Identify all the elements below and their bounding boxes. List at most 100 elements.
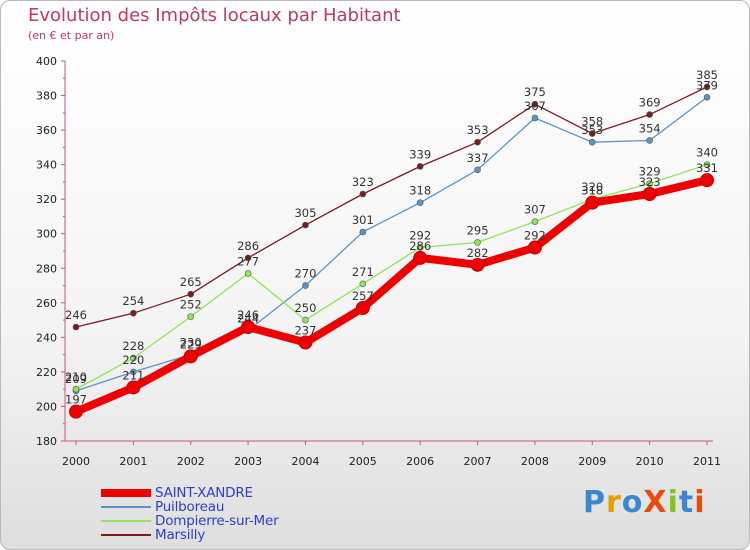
proxiti-logo: ProXiti xyxy=(583,485,706,520)
series-line-marsilly xyxy=(75,86,708,328)
data-point-saint-xandre xyxy=(355,301,370,315)
series-markers xyxy=(69,83,714,419)
data-label-dompierre-sur-mer: 252 xyxy=(180,298,202,312)
data-label-dompierre-sur-mer: 295 xyxy=(467,223,489,237)
data-label-saint-xandre: 282 xyxy=(467,246,489,260)
legend-label-marsilly: Marsilly xyxy=(155,527,206,543)
data-label-marsilly: 286 xyxy=(237,239,259,253)
data-label-puilboreau: 367 xyxy=(524,99,546,113)
data-point-puilboreau xyxy=(703,93,711,101)
data-point-saint-xandre xyxy=(642,187,657,201)
data-label-dompierre-sur-mer: 210 xyxy=(65,370,87,384)
y-tick-label: 360 xyxy=(36,124,57,137)
data-point-puilboreau xyxy=(474,166,481,174)
data-label-puilboreau: 354 xyxy=(639,121,661,135)
data-label-puilboreau: 353 xyxy=(581,123,603,137)
data-point-puilboreau xyxy=(416,199,424,206)
x-tick-label: 2007 xyxy=(464,455,492,468)
y-tick-label: 320 xyxy=(36,193,57,206)
data-point-marsilly xyxy=(531,100,539,108)
data-label-marsilly: 265 xyxy=(180,275,202,289)
y-tick-label: 260 xyxy=(36,297,57,310)
data-point-dompierre-sur-mer xyxy=(187,313,195,320)
data-label-dompierre-sur-mer: 320 xyxy=(581,180,603,194)
data-label-dompierre-sur-mer: 292 xyxy=(409,229,431,243)
y-tick-label: 400 xyxy=(36,55,57,68)
legend-label-saint-xandre: SAINT-XANDRE xyxy=(155,485,253,501)
series-line-saint-xandre xyxy=(72,176,711,416)
data-label-puilboreau: 301 xyxy=(352,213,374,227)
data-label-puilboreau: 244 xyxy=(237,311,259,325)
data-point-puilboreau xyxy=(302,282,309,289)
x-tick-label: 2004 xyxy=(291,455,319,468)
data-point-dompierre-sur-mer xyxy=(72,385,80,393)
data-label-puilboreau: 230 xyxy=(180,336,202,350)
logo-letter: i xyxy=(667,485,679,520)
data-label-marsilly: 385 xyxy=(696,68,718,82)
data-point-dompierre-sur-mer xyxy=(130,354,137,362)
data-labels: 2462542652863053233393533753583693852092… xyxy=(65,68,718,407)
data-point-dompierre-sur-mer xyxy=(646,180,653,187)
axes: 180 200 220 240 260 280 300 320 340 360 380 400 2000… xyxy=(36,55,721,468)
data-point-puilboreau xyxy=(130,368,137,376)
data-point-dompierre-sur-mer xyxy=(474,239,481,246)
data-label-puilboreau: 318 xyxy=(409,184,431,198)
data-point-saint-xandre xyxy=(413,250,428,265)
data-label-dompierre-sur-mer: 250 xyxy=(294,301,316,315)
data-point-marsilly xyxy=(474,138,481,146)
legend-swatch-marsilly xyxy=(101,534,151,536)
series-lines xyxy=(72,86,711,416)
data-point-dompierre-sur-mer xyxy=(703,161,711,168)
y-tick-label: 300 xyxy=(36,228,57,241)
data-point-saint-xandre xyxy=(585,195,600,210)
data-point-marsilly xyxy=(416,163,424,170)
data-label-saint-xandre: 197 xyxy=(65,393,87,407)
data-point-saint-xandre xyxy=(183,349,198,364)
data-label-saint-xandre: 318 xyxy=(581,184,603,198)
logo-letter: i xyxy=(694,485,706,520)
x-tick-label: 2002 xyxy=(177,455,205,468)
data-point-dompierre-sur-mer xyxy=(244,270,252,277)
x-tick-label: 2001 xyxy=(119,455,147,468)
data-point-saint-xandre xyxy=(298,335,313,350)
data-point-dompierre-sur-mer xyxy=(302,316,309,324)
data-label-puilboreau: 270 xyxy=(294,267,316,281)
data-point-marsilly xyxy=(588,130,596,137)
data-label-saint-xandre: 211 xyxy=(122,368,144,382)
data-label-marsilly: 353 xyxy=(467,123,489,137)
data-label-puilboreau: 337 xyxy=(467,151,489,165)
legend-swatch-saint-xandre xyxy=(101,489,151,497)
data-label-marsilly: 339 xyxy=(409,147,431,161)
logo-letter: o xyxy=(621,485,644,520)
x-tick-label: 2009 xyxy=(578,455,606,468)
data-point-marsilly xyxy=(359,190,367,198)
data-label-marsilly: 305 xyxy=(294,206,316,220)
logo-letter: r xyxy=(606,485,622,520)
data-label-saint-xandre: 286 xyxy=(409,239,431,253)
legend-label-dompierre-sur-mer: Dompierre-sur-Mer xyxy=(155,513,279,529)
data-label-marsilly: 358 xyxy=(581,115,603,129)
data-point-marsilly xyxy=(703,83,711,91)
data-label-saint-xandre: 246 xyxy=(237,308,259,322)
data-point-saint-xandre xyxy=(126,380,141,395)
y-tick-label: 200 xyxy=(36,400,57,413)
legend-swatch-puilboreau xyxy=(101,506,151,508)
y-tick-label: 280 xyxy=(36,262,57,275)
logo-letter: P xyxy=(583,485,606,520)
x-tick-label: 2003 xyxy=(234,455,262,468)
x-tick-label: 2010 xyxy=(636,455,664,468)
legend-label-puilboreau: Puilboreau xyxy=(155,499,225,515)
y-tick-label: 380 xyxy=(36,90,57,103)
data-label-puilboreau: 220 xyxy=(122,353,144,367)
y-tick-label: 220 xyxy=(36,366,57,379)
data-point-marsilly xyxy=(187,290,195,298)
data-label-marsilly: 254 xyxy=(122,294,144,308)
data-point-marsilly xyxy=(302,221,309,229)
data-label-saint-xandre: 257 xyxy=(352,289,374,303)
data-label-puilboreau: 209 xyxy=(65,372,87,386)
y-tick-label: 340 xyxy=(36,159,57,172)
data-point-marsilly xyxy=(72,323,80,331)
legend-swatch-dompierre-sur-mer xyxy=(101,520,151,522)
chart-subtitle: (en € et par an) xyxy=(28,29,115,42)
